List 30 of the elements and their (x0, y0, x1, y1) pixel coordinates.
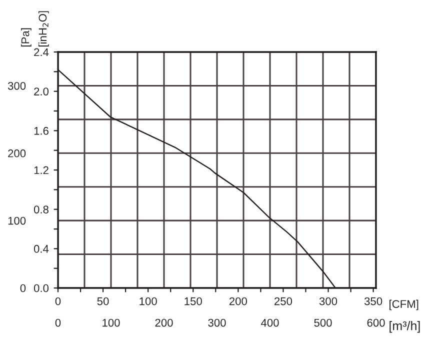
x-tick-label: 300 (319, 297, 338, 306)
y-tick-label: 2.4 (34, 48, 49, 56)
x2-tick-label: 0 (55, 318, 61, 327)
x-tick-label: 100 (140, 297, 157, 306)
x-tick-label: 350 (364, 297, 382, 306)
y-tick-label: 0.4 (34, 244, 49, 253)
x2-tick-label: 400 (260, 318, 279, 327)
y2-tick-label: 200 (8, 149, 26, 158)
x2-tick-label: 100 (102, 318, 120, 327)
x-tick-label: 150 (184, 297, 202, 306)
x2-tick-label: 500 (314, 318, 332, 327)
x-tick-label: 250 (274, 297, 292, 306)
y2-axis-title: [Pa] (21, 28, 32, 46)
x2-tick-label: 600 (367, 318, 385, 327)
y-tick-label: 2.0 (34, 88, 49, 96)
x-tick-label: 200 (229, 297, 248, 306)
y2-tick-label: 100 (8, 216, 26, 225)
x-tick-label: 0 (55, 297, 61, 306)
y-tick-label: 1.6 (34, 126, 48, 135)
x2-tick-label: 300 (208, 318, 226, 327)
y2-tick-label: 0 (20, 284, 26, 292)
y-axis-title: [inH$_{2}$O] (38, 11, 49, 46)
y-tick-label: 1.2 (34, 166, 48, 174)
y-tick-label: 0.8 (34, 206, 48, 214)
y2-tick-label: 300 (8, 82, 26, 90)
x-tick-label: 50 (97, 297, 109, 306)
y-tick-label: 0.0 (34, 284, 49, 292)
x-axis-title: [CFM] (390, 300, 418, 310)
x2-tick-label: 200 (155, 318, 173, 327)
x2-axis-title: [m³/h] (390, 321, 420, 333)
